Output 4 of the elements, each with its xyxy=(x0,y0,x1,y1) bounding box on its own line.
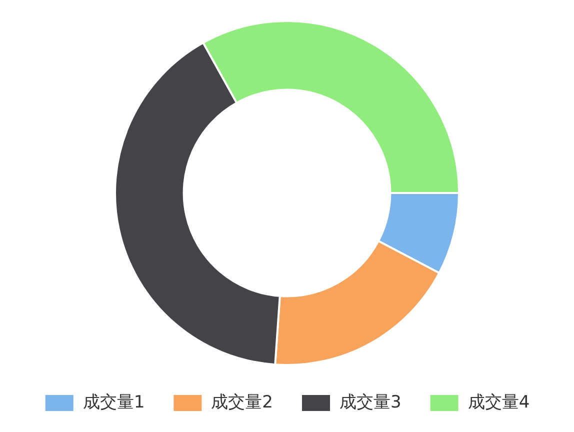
legend-label: 成交量2 xyxy=(211,392,274,412)
legend-label: 成交量1 xyxy=(82,392,145,412)
legend-label: 成交量4 xyxy=(468,392,530,412)
legend-label: 成交量3 xyxy=(340,392,402,412)
